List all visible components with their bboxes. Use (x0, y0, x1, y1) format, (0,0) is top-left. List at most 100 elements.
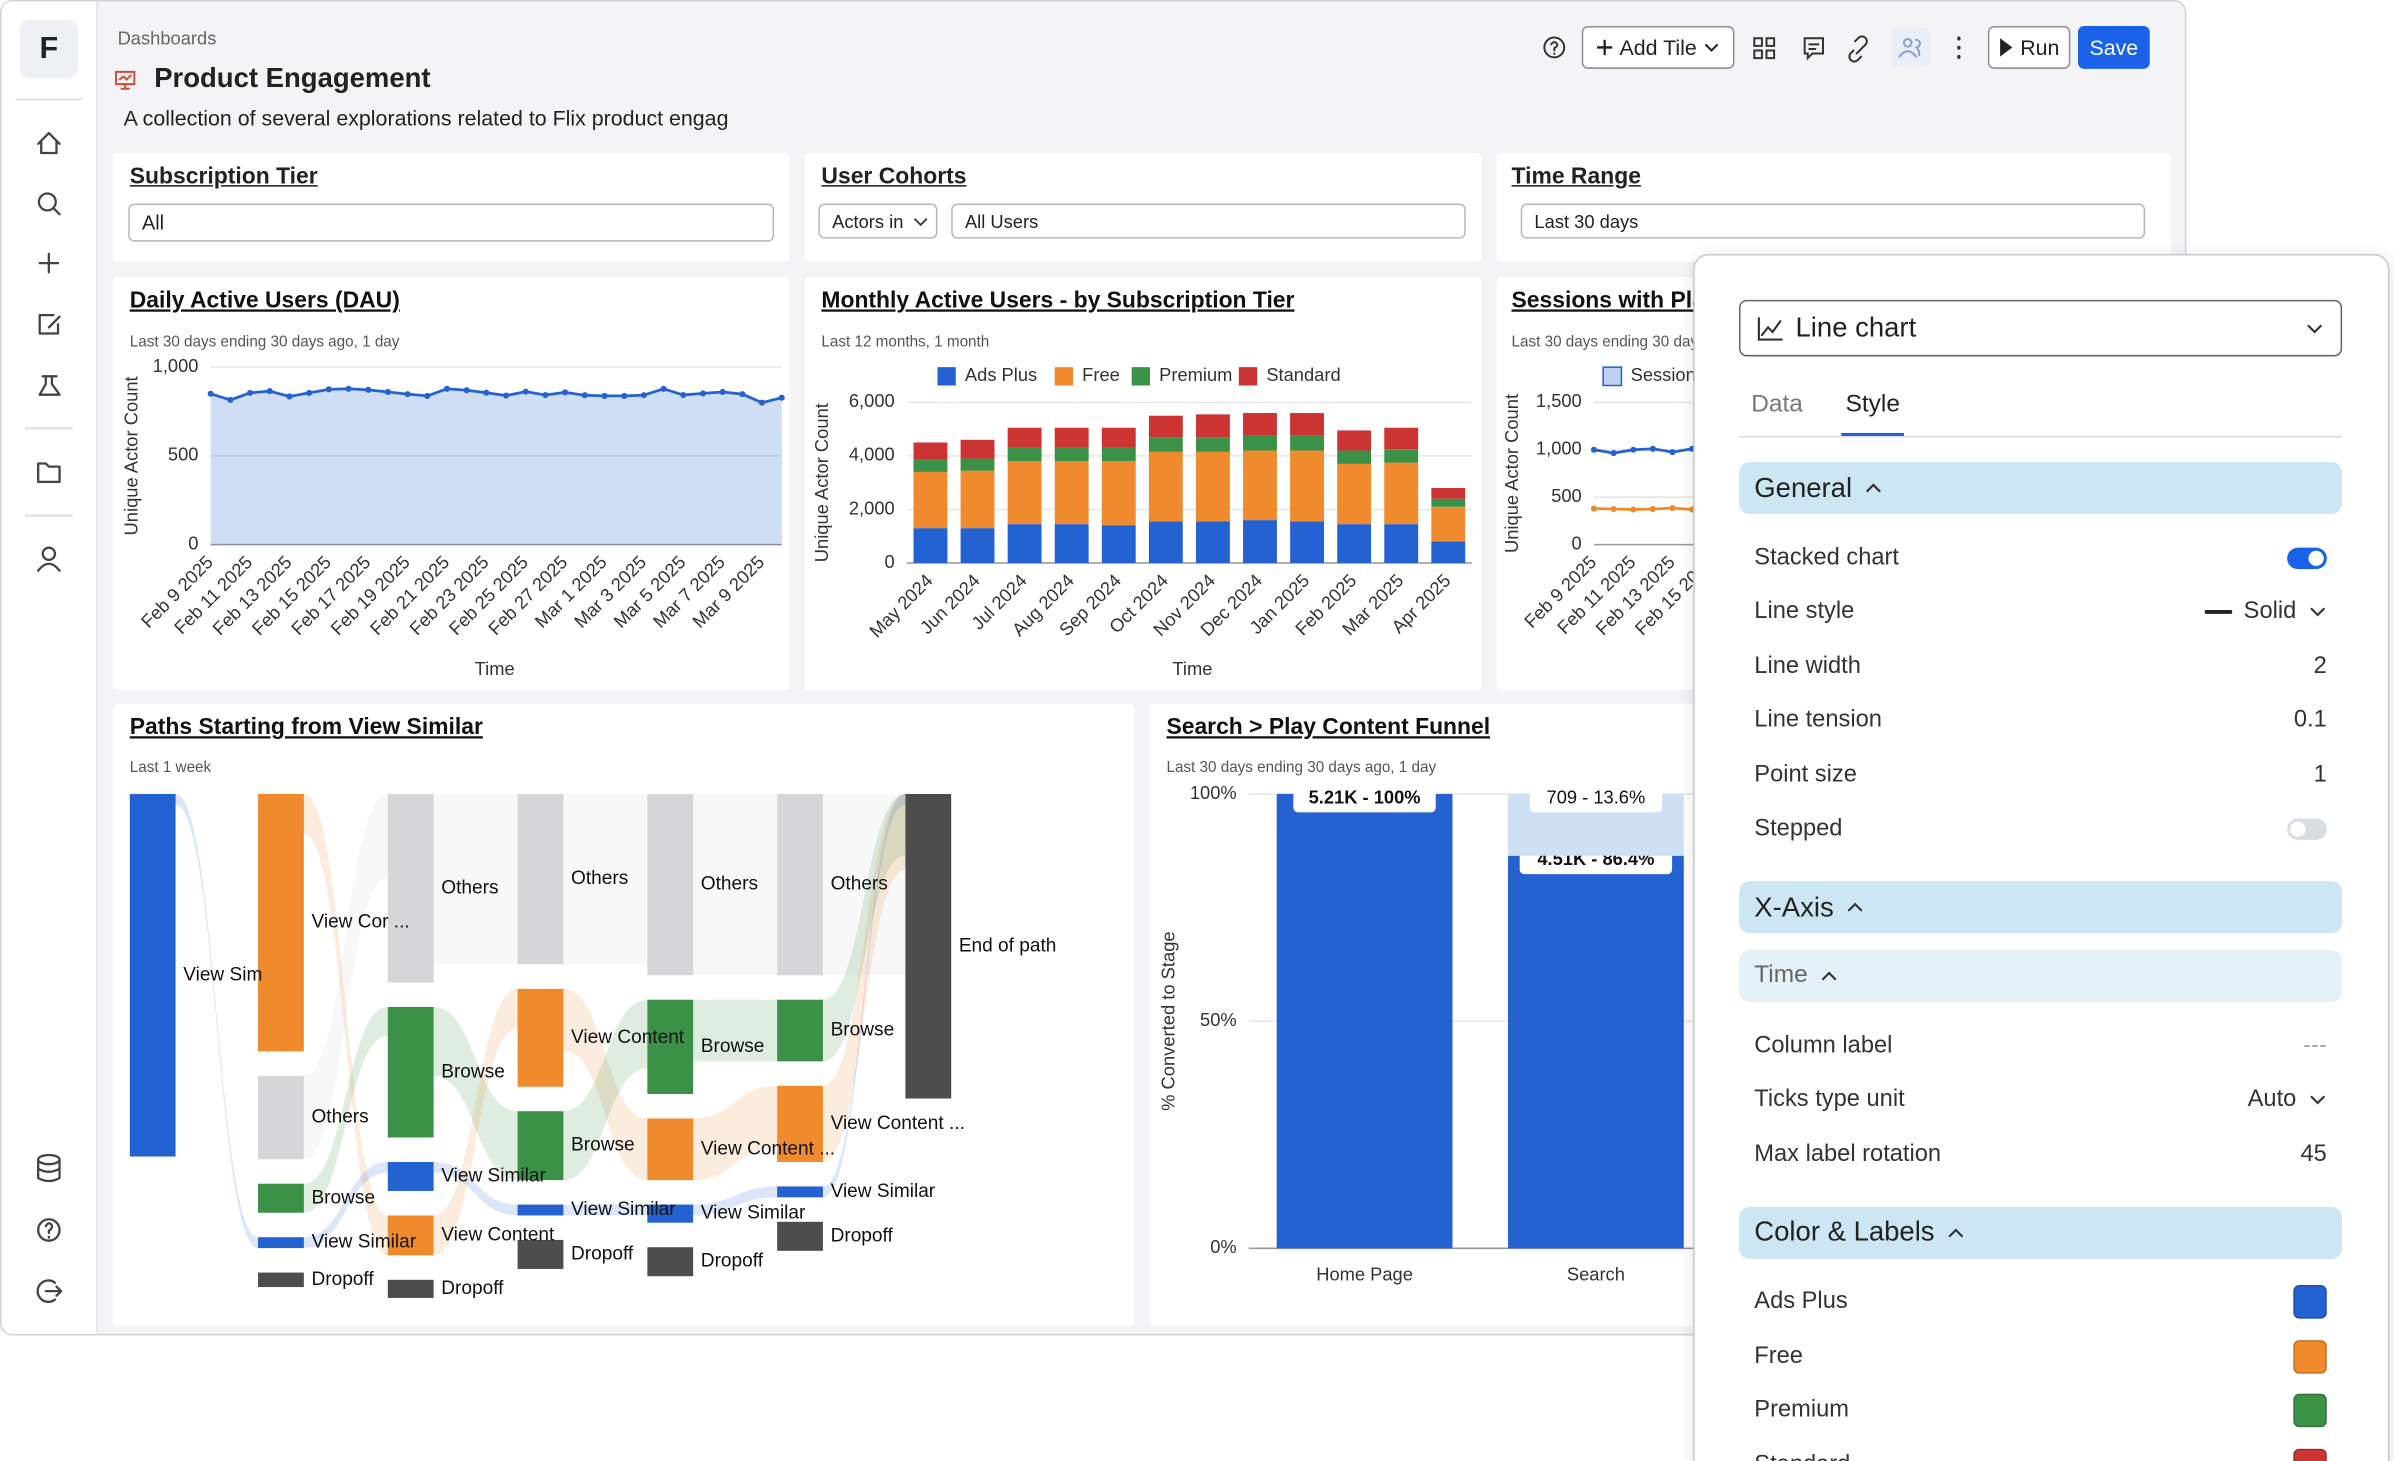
subsection-header[interactable]: Time (1739, 950, 2343, 1003)
lab-icon[interactable] (38, 375, 61, 396)
flow-band (175, 793, 259, 1249)
node-label: View Similar (571, 1199, 676, 1220)
bar-segment (1384, 524, 1419, 563)
section-header[interactable]: X-Axis (1739, 881, 2343, 934)
node-label: View Content (441, 1224, 555, 1245)
bar-segment (1101, 427, 1136, 448)
line-chart-icon-shape (1757, 316, 1783, 340)
sankey-node (517, 1111, 564, 1181)
help-button[interactable] (1543, 36, 1566, 59)
x-axis-title: Time (475, 658, 515, 679)
logo[interactable]: F (19, 19, 78, 79)
bar-segment (913, 459, 948, 472)
save-button[interactable]: Save (2077, 26, 2150, 69)
setting-row: Line tension 0.1 (1739, 694, 2342, 748)
bar-segment (1195, 437, 1230, 452)
setting-label: Max label rotation (1754, 1140, 1942, 1167)
home-icon[interactable] (37, 131, 61, 155)
bar-segment (1007, 447, 1042, 462)
flow-band (822, 793, 906, 1162)
help-icon[interactable] (37, 1218, 61, 1242)
sidebar-icons (15, 98, 83, 1303)
folder-icon[interactable] (37, 462, 61, 484)
layout-button[interactable] (1753, 37, 1776, 60)
color-swatch[interactable] (2293, 1448, 2327, 1461)
filter-operator[interactable]: Actors in (818, 203, 938, 239)
value-label-box (1529, 784, 1662, 813)
edit-icon[interactable] (38, 313, 61, 335)
chevron-icon-shape (2307, 324, 2322, 333)
caret-up-icon (1948, 1227, 1964, 1237)
sankey-node (258, 1272, 304, 1288)
node-label: Browse (441, 1061, 505, 1082)
chevron-icon (2310, 608, 2325, 617)
setting-row: Line style Solid (1739, 585, 2342, 639)
point (719, 388, 726, 396)
y-tick-label: 0 (885, 551, 895, 572)
filter-input[interactable]: All Users (951, 203, 1466, 239)
setting-input[interactable]: Solid (2243, 598, 2297, 625)
add-icon[interactable] (38, 252, 60, 274)
search-icon[interactable] (37, 192, 61, 216)
y-tick-label: 1,000 (153, 355, 199, 376)
toggle[interactable] (2287, 818, 2327, 841)
setting-label: Line width (1754, 652, 1861, 679)
database-icon[interactable] (37, 1153, 61, 1183)
node-label: Browse (831, 1020, 895, 1041)
chart-type-dropdown[interactable]: Line chart (1739, 299, 2343, 357)
bar-segment (960, 528, 995, 563)
logout-icon[interactable] (36, 1279, 63, 1303)
point (424, 392, 431, 399)
toggle[interactable] (2287, 547, 2327, 569)
tab[interactable]: Data (1751, 391, 1803, 418)
link-button[interactable] (1848, 35, 1868, 63)
setting-input[interactable]: Auto (2247, 1086, 2297, 1113)
flow-band (563, 988, 648, 1181)
filter-input[interactable]: All (128, 203, 775, 242)
chart-title: Search > Play Content Funnel (1166, 713, 1490, 739)
point (542, 391, 549, 399)
node-label: Dropoff (571, 1243, 634, 1264)
section-header[interactable]: General (1739, 461, 2343, 515)
setting-input[interactable]: 2 (2313, 652, 2327, 679)
bar-segment (960, 458, 995, 471)
setting-input[interactable]: 1 (2313, 761, 2327, 788)
add-tile-button[interactable]: Add Tile (1581, 26, 1735, 69)
tab[interactable]: Style (1841, 378, 1905, 436)
legend-swatch (1054, 367, 1074, 386)
caret-up-icon (1821, 971, 1837, 981)
share-button[interactable] (1891, 27, 1930, 68)
color-swatch[interactable] (2293, 1339, 2327, 1374)
bar-segment (1054, 427, 1089, 448)
point (621, 392, 628, 399)
flow-band (563, 999, 648, 1181)
point (247, 389, 254, 396)
sankey-node (517, 1204, 564, 1216)
node-label: View Sim (183, 964, 262, 985)
setting-input[interactable]: 45 (2300, 1140, 2327, 1167)
chevron-icon (2310, 1096, 2325, 1105)
bar-segment (1290, 413, 1325, 436)
chart-tile (112, 276, 790, 690)
filter-operator-value: Actors in (832, 210, 904, 232)
caret-up-icon-shape (1847, 902, 1863, 912)
breadcrumb[interactable]: Dashboards (117, 27, 217, 49)
color-swatch[interactable] (2293, 1285, 2327, 1320)
point (384, 388, 391, 396)
setting-input[interactable]: 0.1 (2293, 707, 2327, 734)
caret-up-icon-shape (1866, 483, 1881, 493)
setting-row: Free (1739, 1329, 2342, 1383)
chevron-icon-shape (2310, 608, 2325, 617)
section-title: Color & Labels (1754, 1216, 1935, 1247)
color-swatch[interactable] (2293, 1394, 2327, 1428)
point (365, 386, 372, 393)
node-label: View Similar (311, 1232, 416, 1253)
comment-button[interactable] (1803, 37, 1824, 61)
filter-input[interactable]: Last 30 days (1520, 203, 2146, 239)
user-icon[interactable] (37, 546, 61, 572)
section-header[interactable]: Color & Labels (1739, 1206, 2343, 1259)
run-button[interactable]: Run (1987, 26, 2071, 69)
plus-shape (1596, 39, 1612, 56)
point (522, 388, 529, 395)
point (1630, 506, 1637, 513)
